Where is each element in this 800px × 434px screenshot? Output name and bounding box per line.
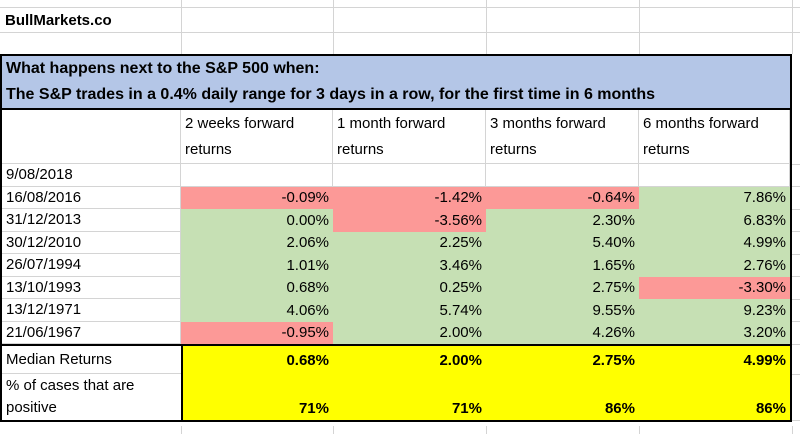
gridline [639,426,640,434]
gridline [792,254,800,255]
summary-value-cell[interactable]: 86% [755,400,786,417]
table-row: 13/12/1971 4.06% 5.74% 9.55% 9.23% [2,299,790,322]
return-cell[interactable] [486,164,639,187]
return-cell[interactable]: -3.30% [639,276,790,299]
gridline [639,0,640,54]
return-cell[interactable] [181,164,333,187]
header-row: 2 weeks forward returns 1 month forward r… [2,110,790,164]
summary-value-cell[interactable]: 0.68% [286,351,329,369]
corner-cell[interactable] [2,110,181,164]
column-header[interactable]: 2 weeks forward returns [181,110,333,164]
gridline [333,0,334,54]
summary-section: Median Returns % of cases that are posit… [2,344,790,420]
gridline [486,426,487,434]
gridline [181,0,182,54]
return-cell[interactable]: 3.46% [333,254,486,277]
summary-value-cell[interactable]: 86% [604,400,635,417]
gridline [0,7,800,8]
date-cell[interactable]: 31/12/2013 [2,209,181,232]
gridline [792,209,800,210]
summary-labels: Median Returns % of cases that are posit… [2,346,181,420]
date-cell[interactable]: 16/08/2016 [2,186,181,209]
column-header[interactable]: 3 months forward returns [486,110,639,164]
return-cell[interactable]: 1.65% [486,254,639,277]
gridline [792,374,800,375]
return-cell[interactable] [639,164,790,187]
gridline [792,186,800,187]
title-line-1: What happens next to the S&P 500 when: [6,60,320,77]
date-cell[interactable]: 13/10/1993 [2,276,181,299]
return-cell[interactable]: 4.99% [639,231,790,254]
return-cell[interactable]: 0.25% [333,276,486,299]
gridline [792,0,793,54]
return-cell[interactable]: -0.09% [181,186,333,209]
return-cell[interactable]: 2.00% [333,321,486,344]
summary-value-cell[interactable]: 71% [451,400,482,417]
title-box[interactable]: What happens next to the S&P 500 when: T… [0,54,792,110]
return-cell[interactable]: 9.55% [486,299,639,322]
table-row: 31/12/2013 0.00% -3.56% 2.30% 6.83% [2,209,790,232]
date-cell[interactable]: 9/08/2018 [2,164,181,187]
gridline [0,32,800,33]
return-cell[interactable]: -3.56% [333,209,486,232]
gridline [792,231,800,232]
table-body: 9/08/2018 16/08/2016 -0.09% -1.42% -0.64% 7.8… [2,164,790,344]
return-cell[interactable]: 1.01% [181,254,333,277]
title-line-2: The S&P trades in a 0.4% daily range for… [6,86,656,103]
return-cell[interactable]: -0.64% [486,186,639,209]
date-cell[interactable]: 13/12/1971 [2,299,181,322]
summary-value-cell[interactable]: 2.75% [592,351,635,369]
table-row: 13/10/1993 0.68% 0.25% 2.75% -3.30% [2,276,790,299]
summary-value-cell[interactable]: 4.99% [743,351,786,369]
return-cell[interactable]: 0.68% [181,276,333,299]
table-row: 21/06/1967 -0.95% 2.00% 4.26% 3.20% [2,321,790,344]
return-cell[interactable]: -1.42% [333,186,486,209]
summary-value-cell[interactable]: 71% [298,400,329,417]
return-cell[interactable]: 3.20% [639,321,790,344]
median-values-row: 0.68% 2.00% 2.75% 4.99% [183,346,790,374]
date-cell[interactable]: 30/12/2010 [2,231,181,254]
positive-values-row: 71% 71% 86% 86% [183,374,790,420]
return-cell[interactable]: 4.26% [486,321,639,344]
gridline [792,164,800,165]
return-cell[interactable]: 6.83% [639,209,790,232]
return-cell[interactable]: 0.00% [181,209,333,232]
summary-values-block: 0.68% 2.00% 2.75% 4.99% 71% 71% 86% 86% [181,346,790,420]
column-header[interactable]: 6 months forward returns [639,110,790,164]
brand-cell[interactable]: BullMarkets.co [5,12,112,29]
gridline [486,0,487,54]
date-cell[interactable]: 21/06/1967 [2,321,181,344]
return-cell[interactable]: 5.40% [486,231,639,254]
gridline [792,344,800,345]
return-cell[interactable]: 7.86% [639,186,790,209]
return-cell[interactable]: 2.30% [486,209,639,232]
return-cell[interactable]: 2.75% [486,276,639,299]
return-cell[interactable]: -0.95% [181,321,333,344]
gridline [792,299,800,300]
median-returns-label[interactable]: Median Returns [2,346,181,374]
gridline [792,276,800,277]
gridline [792,321,800,322]
return-cell[interactable]: 2.06% [181,231,333,254]
table-row: 30/12/2010 2.06% 2.25% 5.40% 4.99% [2,231,790,254]
table-row: 26/07/1994 1.01% 3.46% 1.65% 2.76% [2,254,790,277]
gridline [181,426,182,434]
summary-value-cell[interactable]: 2.00% [439,351,482,369]
return-cell[interactable]: 2.76% [639,254,790,277]
percent-positive-label[interactable]: % of cases that are positive [6,377,135,416]
column-header[interactable]: 1 month forward returns [333,110,486,164]
return-cell[interactable]: 9.23% [639,299,790,322]
returns-table: 2 weeks forward returns 1 month forward r… [0,110,792,422]
return-cell[interactable]: 2.25% [333,231,486,254]
gridline [792,426,793,434]
date-cell[interactable]: 26/07/1994 [2,254,181,277]
gridline [792,420,800,421]
table-row: 9/08/2018 [2,164,790,187]
return-cell[interactable] [333,164,486,187]
gridline [333,426,334,434]
return-cell[interactable]: 4.06% [181,299,333,322]
table-row: 16/08/2016 -0.09% -1.42% -0.64% 7.86% [2,186,790,209]
return-cell[interactable]: 5.74% [333,299,486,322]
